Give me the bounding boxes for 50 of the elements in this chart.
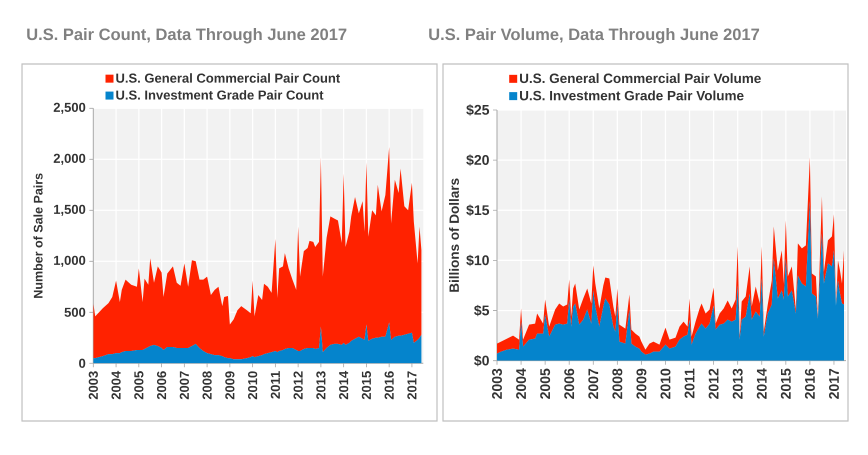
- y-tick-label: $25: [466, 104, 490, 116]
- y-tick-label: 500: [64, 308, 86, 317]
- x-tick-label: 2011: [684, 368, 695, 398]
- x-tick-label: 2015: [362, 371, 372, 400]
- legend-label: U.S. General Commercial Pair Volume: [520, 73, 761, 84]
- x-tick-label: 2014: [339, 370, 348, 400]
- y-tick-label: 2,500: [54, 102, 86, 114]
- y-tick-label: $15: [466, 204, 490, 216]
- y-tick-label: $20: [466, 154, 489, 166]
- x-tick-label: 2012: [708, 368, 719, 399]
- x-tick-label: 2003: [492, 368, 502, 399]
- y-tick-label: 0: [79, 358, 86, 368]
- x-tick-label: 2010: [248, 371, 258, 400]
- x-tick-label: 2009: [636, 368, 646, 399]
- chart-title: U.S. Pair Count, Data Through June 2017: [27, 28, 346, 44]
- x-tick-label: 2008: [612, 368, 622, 399]
- x-tick-label: 2010: [660, 368, 670, 399]
- x-tick-label: 2017: [407, 371, 417, 400]
- y-tick-label: $10: [466, 254, 489, 266]
- y-tick-label: 1,000: [54, 256, 86, 267]
- x-tick-label: 2014: [756, 368, 767, 399]
- x-tick-label: 2007: [180, 371, 189, 400]
- x-tick-label: 2003: [88, 371, 98, 400]
- x-tick-label: 2008: [202, 371, 212, 400]
- legend-label: U.S. Investment Grade Pair Count: [116, 90, 324, 100]
- x-tick-label: 2016: [384, 371, 394, 400]
- x-tick-label: 2013: [316, 371, 326, 400]
- y-tick-label: 2,000: [54, 154, 86, 165]
- y-axis-title: Billions of Dollars: [449, 178, 459, 292]
- y-tick-label: $5: [474, 304, 490, 316]
- x-tick-label: 2012: [294, 371, 303, 400]
- x-tick-label: 2016: [804, 368, 815, 399]
- x-tick-label: 2005: [540, 368, 550, 399]
- legend-label: U.S. General Commercial Pair Count: [116, 73, 340, 83]
- x-tick-label: 2017: [828, 368, 839, 399]
- x-tick-label: 2007: [588, 368, 598, 399]
- legend-label: U.S. Investment Grade Pair Volume: [520, 90, 744, 100]
- x-tick-label: 2005: [134, 371, 144, 400]
- x-tick-label: 2015: [780, 368, 791, 399]
- y-tick-label: 1,500: [54, 204, 86, 216]
- x-tick-label: 2011: [270, 371, 280, 399]
- x-tick-label: 2006: [564, 368, 574, 399]
- x-tick-label: 2009: [225, 371, 234, 400]
- x-tick-label: 2004: [111, 370, 121, 400]
- x-tick-label: 2013: [732, 368, 743, 399]
- chart-title: U.S. Pair Volume, Data Through June 2017: [429, 28, 760, 44]
- y-tick-label: $0: [474, 354, 489, 366]
- y-axis-title: Number of Sale Pairs: [33, 173, 43, 298]
- x-tick-label: 2006: [156, 371, 166, 400]
- x-tick-label: 2004: [516, 368, 526, 399]
